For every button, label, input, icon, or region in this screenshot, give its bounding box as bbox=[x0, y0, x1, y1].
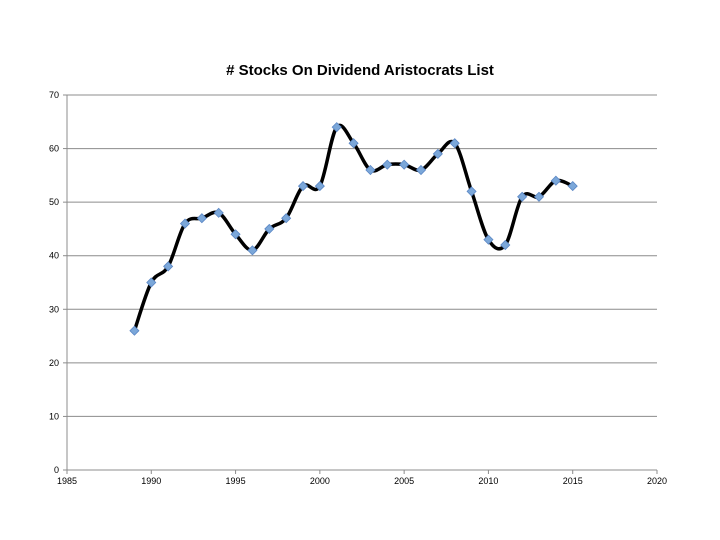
x-tick-label: 2010 bbox=[478, 476, 498, 486]
data-point bbox=[483, 234, 494, 245]
data-point bbox=[297, 181, 309, 192]
data-point bbox=[213, 207, 224, 218]
y-tick-label: 50 bbox=[49, 197, 59, 207]
data-point bbox=[247, 245, 258, 256]
y-tick-label: 10 bbox=[49, 411, 59, 421]
data-point bbox=[449, 138, 460, 149]
data-point bbox=[230, 229, 241, 240]
x-tick-label: 1995 bbox=[226, 476, 246, 486]
data-series bbox=[132, 123, 575, 333]
y-tick-label: 60 bbox=[49, 144, 59, 154]
data-point bbox=[163, 261, 174, 272]
data-point bbox=[331, 122, 342, 133]
data-point bbox=[567, 181, 578, 192]
y-tick-label: 70 bbox=[49, 90, 59, 100]
data-point bbox=[365, 164, 376, 176]
data-point bbox=[146, 277, 157, 288]
data-point bbox=[517, 191, 528, 202]
x-tick-label: 2015 bbox=[563, 476, 583, 486]
data-point bbox=[382, 159, 393, 170]
data-point bbox=[500, 239, 511, 251]
data-point bbox=[179, 218, 191, 229]
y-axis-ticks: 0 10 20 30 40 50 60 70 bbox=[49, 90, 67, 475]
data-point bbox=[281, 213, 292, 224]
data-point bbox=[314, 181, 325, 192]
y-tick-label: 30 bbox=[49, 304, 59, 314]
x-tick-label: 1990 bbox=[141, 476, 161, 486]
data-point bbox=[129, 325, 140, 336]
series-line bbox=[132, 123, 575, 333]
x-tick-label: 2020 bbox=[647, 476, 667, 486]
data-point bbox=[196, 213, 207, 224]
data-point bbox=[415, 164, 427, 176]
x-axis-ticks: 1985 1990 1995 2000 2005 2010 2015 2020 bbox=[57, 470, 667, 486]
gridlines bbox=[67, 94, 657, 417]
data-point bbox=[533, 191, 545, 202]
data-point bbox=[264, 223, 275, 234]
y-tick-label: 20 bbox=[49, 358, 59, 368]
y-tick-label: 0 bbox=[54, 465, 59, 475]
x-tick-label: 2000 bbox=[310, 476, 330, 486]
x-tick-label: 2005 bbox=[394, 476, 414, 486]
data-point bbox=[432, 148, 443, 159]
y-tick-label: 40 bbox=[49, 251, 59, 261]
data-point bbox=[550, 175, 561, 186]
data-point bbox=[348, 138, 359, 149]
data-point bbox=[399, 159, 410, 170]
axes bbox=[66, 95, 657, 471]
x-tick-label: 1985 bbox=[57, 476, 77, 486]
data-markers bbox=[129, 122, 578, 336]
data-point bbox=[466, 186, 477, 197]
chart-title: # Stocks On Dividend Aristocrats List bbox=[226, 62, 494, 79]
